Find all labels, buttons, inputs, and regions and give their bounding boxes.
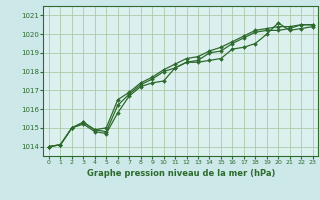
X-axis label: Graphe pression niveau de la mer (hPa): Graphe pression niveau de la mer (hPa) (87, 169, 275, 178)
